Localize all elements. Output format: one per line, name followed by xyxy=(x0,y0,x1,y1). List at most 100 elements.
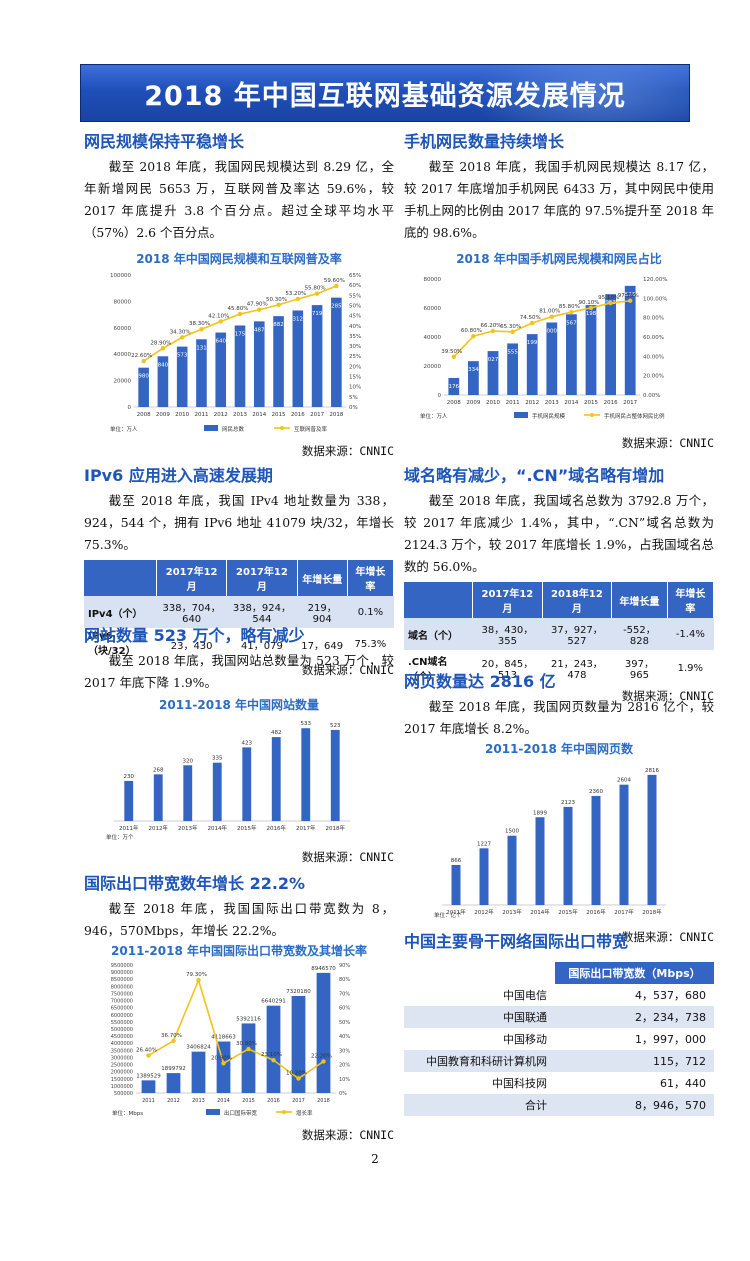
unit-label: 单位：万人 xyxy=(110,425,138,433)
line-point xyxy=(569,309,574,315)
bar xyxy=(585,305,597,395)
table-header xyxy=(404,582,474,618)
section-heading: 手机网民数量持续增长 xyxy=(404,132,565,151)
bar xyxy=(546,322,558,395)
line-value-label: 26.40% xyxy=(136,1047,157,1053)
y2-tick-label: 10% xyxy=(349,385,361,391)
x-tick-label: 2008 xyxy=(137,412,151,418)
y-tick-label: 4000000 xyxy=(111,1041,133,1047)
table-cell: 17，649 xyxy=(297,628,348,660)
line-point xyxy=(549,314,554,319)
bar-value-label: 61981 xyxy=(582,311,600,317)
y2-tick-label: 80.00% xyxy=(643,316,664,322)
unit-label: 单位：亿个 xyxy=(434,911,462,919)
x-tick-label: 2016年 xyxy=(267,824,287,832)
chart-title: 2011-2018 年中国国际出口带宽数及其增长率 xyxy=(111,944,367,958)
x-tick-label: 2016 xyxy=(267,1098,280,1104)
line-value-label: 90.10% xyxy=(579,300,600,306)
section-ipv6: IPv6 应用进入高速发展期 截至 2018 年底，我国 IPv4 地址数量为 … xyxy=(84,466,395,678)
bar xyxy=(242,747,252,821)
table-cell: 338，704，640 xyxy=(156,596,227,628)
bar-value-label: 35558 xyxy=(504,349,522,355)
y-tick-label: 3500000 xyxy=(111,1048,133,1054)
y2-tick-label: 45% xyxy=(349,314,361,320)
bar xyxy=(605,294,616,395)
x-tick-label: 2013 xyxy=(192,1098,205,1104)
line-point xyxy=(199,327,204,332)
legend-label: 手机网民占整体网民比例 xyxy=(604,412,665,420)
table-cell: 338，924，544 xyxy=(226,596,298,628)
bar-value-label: 30274 xyxy=(484,357,502,363)
y2-tick-label: 0.00% xyxy=(643,393,660,399)
y-tick-label: 1000000 xyxy=(111,1084,133,1090)
bar xyxy=(271,737,281,821)
line-point xyxy=(160,346,166,351)
table-header: 国际出口带宽数（Mbps） xyxy=(555,962,714,984)
y-tick-label: 7000000 xyxy=(111,999,133,1005)
line-point xyxy=(237,311,243,317)
bar-value-label: 45730 xyxy=(173,353,191,359)
bar xyxy=(292,310,304,407)
bar-value-label: 29800 xyxy=(135,374,153,380)
data-source: 数据来源：CNNIC xyxy=(301,663,394,677)
bar-value-label: 8946570 xyxy=(311,966,336,972)
y-tick-label: 20000 xyxy=(114,379,132,385)
chart-title: 2018 年中国手机网民规模和网民占比 xyxy=(456,252,662,266)
y-tick-label: 100000 xyxy=(110,273,131,279)
section-bandwidth: 国际出口带宽数年增长 22.2% 截至 2018 年底，我国国际出口带宽数为 8… xyxy=(84,874,394,1143)
line-value-label: 60.80% xyxy=(461,328,482,334)
line-value-label: 55.80% xyxy=(305,286,326,292)
section-heading: 网站数量 523 万个，略有减少 xyxy=(84,626,305,645)
y2-tick-label: 60% xyxy=(339,1006,350,1012)
bar-value-label: 335 xyxy=(212,756,223,762)
x-tick-label: 2015 xyxy=(242,1098,255,1104)
x-tick-label: 2017 xyxy=(292,1098,305,1104)
bar xyxy=(526,334,538,395)
y2-tick-label: 120.00% xyxy=(643,277,667,283)
bar-value-label: 320 xyxy=(183,758,194,764)
bar-value-label: 5392116 xyxy=(236,1016,261,1022)
data-source: 数据来源：CNNIC xyxy=(621,930,714,944)
bar xyxy=(253,321,265,407)
table-header xyxy=(84,560,157,596)
line-value-label: 97.50% xyxy=(618,293,639,299)
bar-value-label: 1899 xyxy=(533,810,547,816)
line-point xyxy=(334,283,339,289)
x-tick-label: 2016年 xyxy=(586,908,606,916)
bar xyxy=(301,728,311,821)
line-value-label: 85.80% xyxy=(559,304,580,310)
table-cell: IPv6（块/32） xyxy=(84,628,157,660)
x-tick-label: 2015 xyxy=(272,412,286,418)
line-point xyxy=(171,1038,176,1044)
x-tick-label: 2017年 xyxy=(296,824,316,832)
line-value-label: 34.30% xyxy=(170,329,191,335)
y-tick-label: 60000 xyxy=(114,326,132,332)
table-cell: 23，430 xyxy=(156,628,227,660)
bar-value-label: 866 xyxy=(451,858,462,864)
bar xyxy=(331,297,342,407)
x-tick-label: 2018 xyxy=(317,1098,330,1104)
table-row: 中国教育和科研计算机网 115，712 xyxy=(404,1050,714,1072)
backbone-table: 国际出口带宽数（Mbps） 中国电信 4，537，680 中国联通 2，234，73… xyxy=(404,962,714,1116)
y2-tick-label: 60.00% xyxy=(643,335,664,341)
table-row: IPv6（块/32） 23，430 41，079 17，649 75.3% xyxy=(84,628,394,660)
y-tick-label: 7500000 xyxy=(111,991,133,997)
table-cell: 219，904 xyxy=(297,596,348,628)
line-value-label: 42.10% xyxy=(208,314,229,320)
table-cell: 61，440 xyxy=(555,1072,714,1094)
table-cell: 0.1% xyxy=(347,596,394,628)
y2-tick-label: 30% xyxy=(349,344,361,350)
line-point xyxy=(141,358,146,364)
table-row: IPv4（个） 338，704，640 338，924，544 219，904 … xyxy=(84,596,394,628)
bar xyxy=(234,325,246,407)
line-point xyxy=(276,302,281,308)
bar-value-label: 3406824 xyxy=(186,1045,211,1051)
y-tick-label: 4500000 xyxy=(111,1034,133,1040)
bar xyxy=(566,314,577,395)
y-tick-label: 20000 xyxy=(424,364,442,370)
section-heading: 网民规模保持平稳增长 xyxy=(84,132,245,151)
legend-label: 增长率 xyxy=(296,1109,313,1117)
table-cell: 397，965 xyxy=(611,650,668,686)
page-number: 2 xyxy=(371,1152,379,1166)
bar xyxy=(273,316,284,407)
